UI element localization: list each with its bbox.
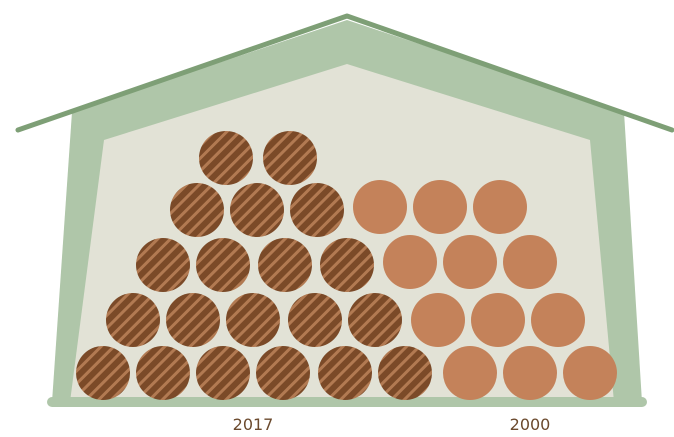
log-2000 <box>411 293 465 347</box>
log-2000 <box>443 235 497 289</box>
pile-label: 2017 <box>233 415 274 434</box>
illustration: 2017 2000 <box>0 0 674 437</box>
log-2017 <box>136 346 190 400</box>
log-2017 <box>263 131 317 185</box>
log-2017 <box>256 346 310 400</box>
log-2017 <box>320 238 374 292</box>
pile-label: 2000 <box>510 415 551 434</box>
log-2017 <box>258 238 312 292</box>
log-2000 <box>443 346 497 400</box>
page: 2017 2000 (() => { const data = JSON.par… <box>0 0 674 437</box>
log-2017 <box>290 183 344 237</box>
log-2000 <box>503 346 557 400</box>
log-2017 <box>378 346 432 400</box>
log-2017 <box>196 346 250 400</box>
log-2017 <box>318 346 372 400</box>
log-2017 <box>196 238 250 292</box>
log-2017 <box>136 238 190 292</box>
log-2017 <box>348 293 402 347</box>
log-2017 <box>166 293 220 347</box>
log-2000 <box>563 346 617 400</box>
log-2017 <box>230 183 284 237</box>
log-2000 <box>473 180 527 234</box>
log-2017 <box>106 293 160 347</box>
log-2000 <box>353 180 407 234</box>
log-2017 <box>199 131 253 185</box>
log-2017 <box>288 293 342 347</box>
log-2000 <box>413 180 467 234</box>
log-2017 <box>170 183 224 237</box>
log-2017 <box>76 346 130 400</box>
log-2017 <box>226 293 280 347</box>
log-2000 <box>471 293 525 347</box>
log-2000 <box>503 235 557 289</box>
log-2000 <box>383 235 437 289</box>
log-2000 <box>531 293 585 347</box>
